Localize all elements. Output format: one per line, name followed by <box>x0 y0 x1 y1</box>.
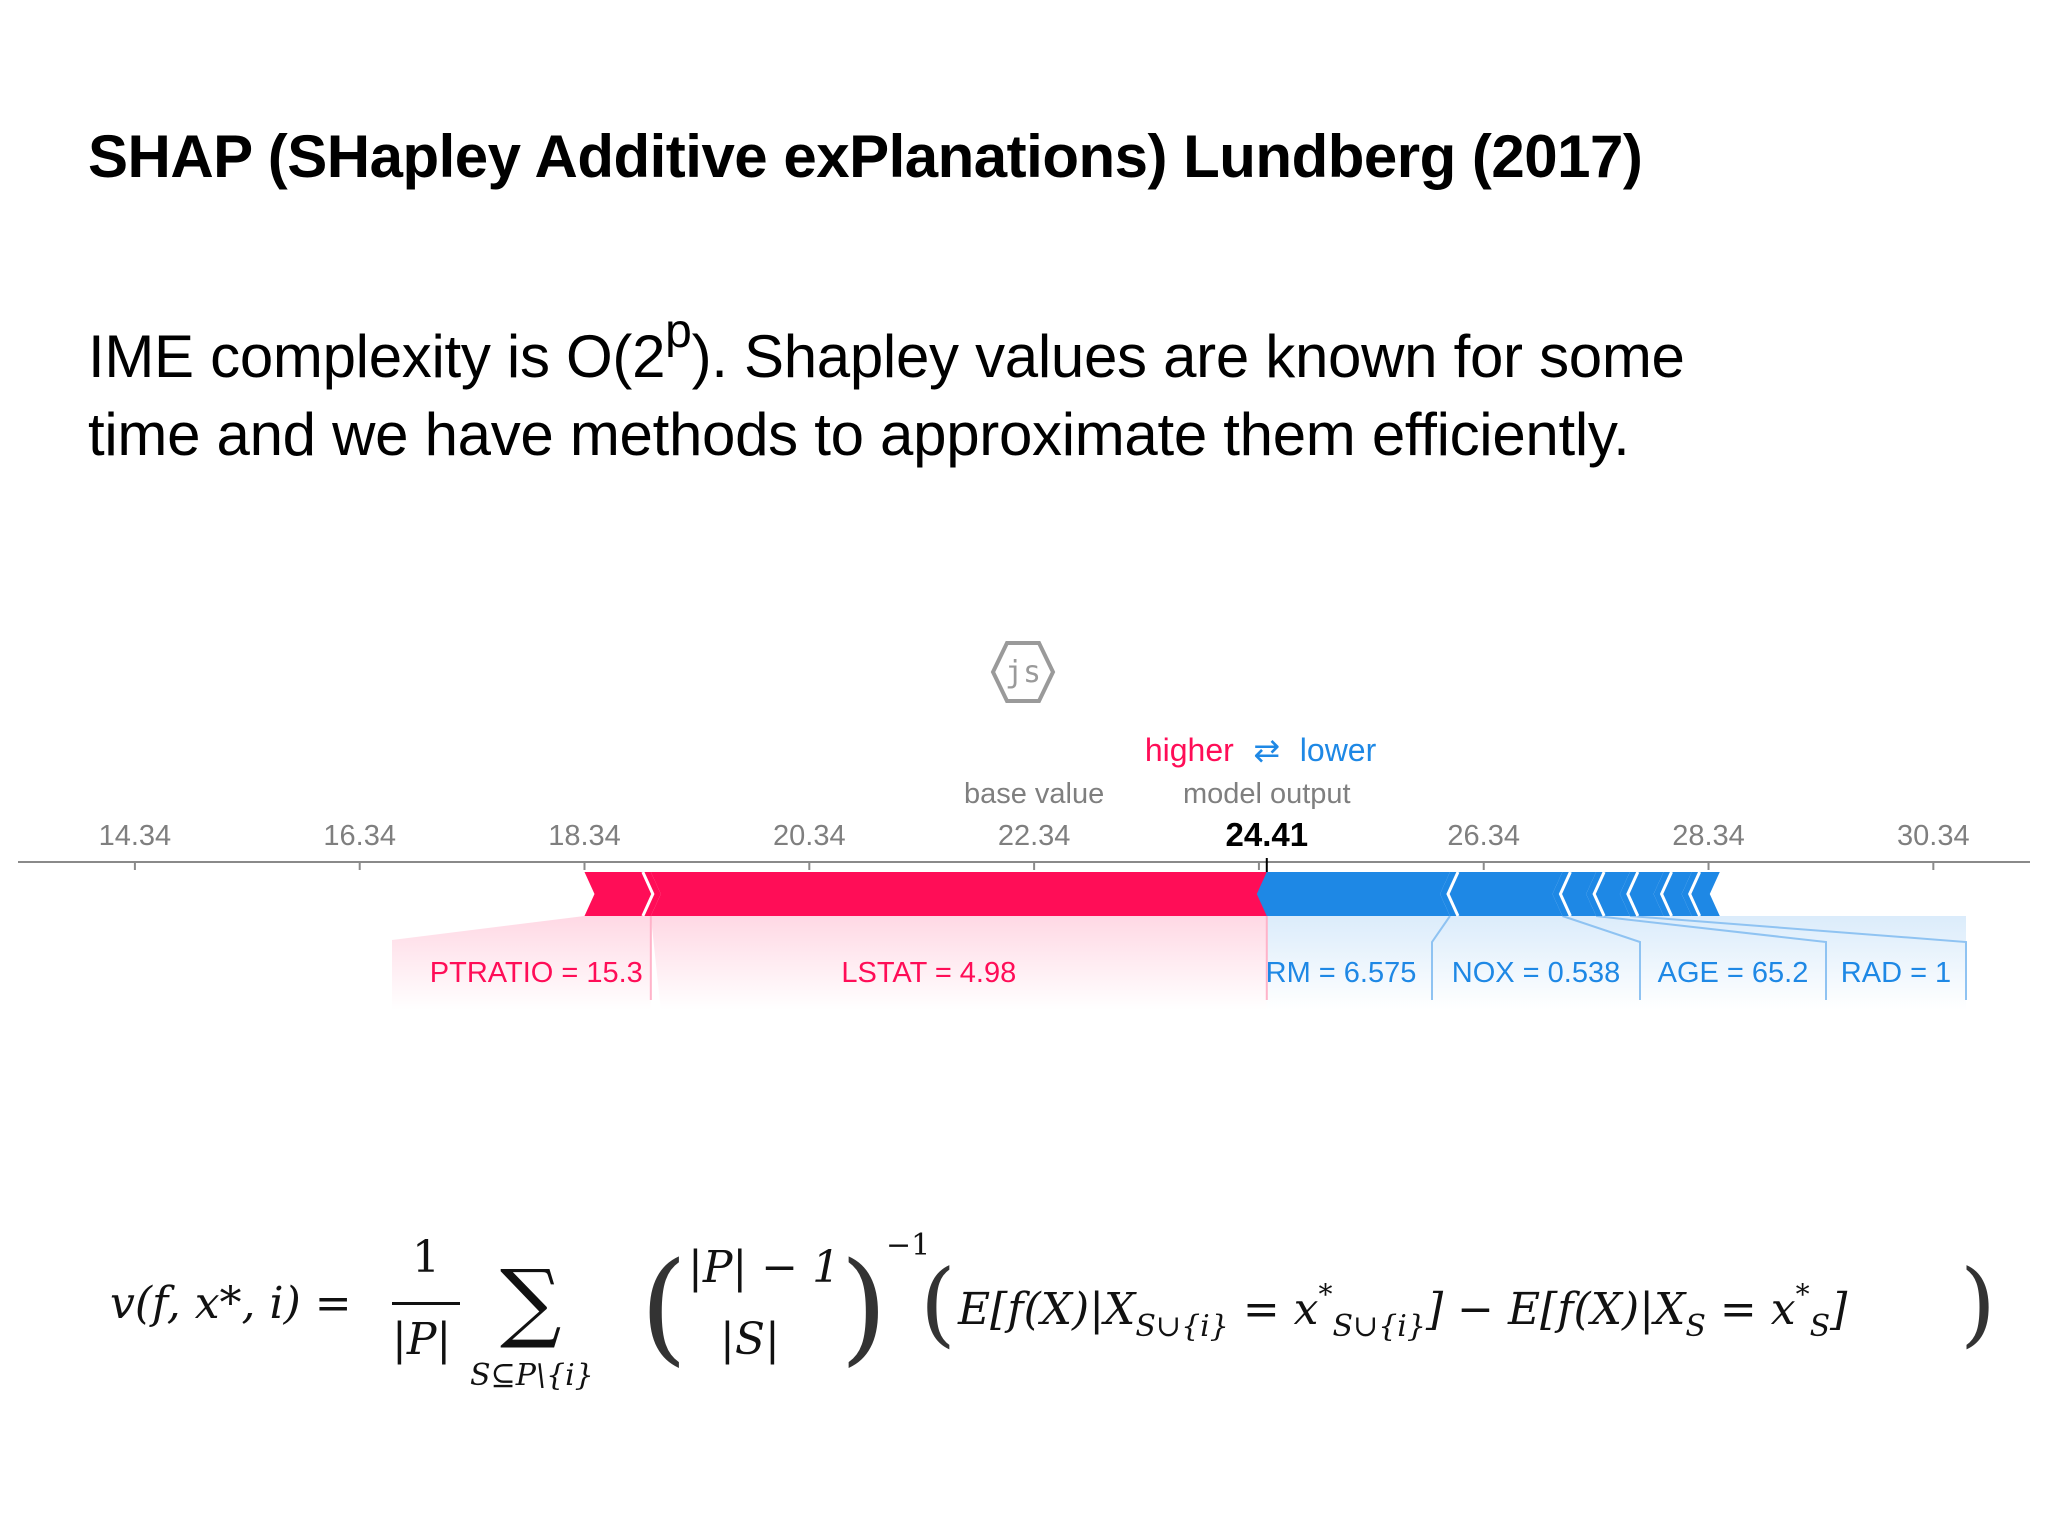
formula-rhs-c: ] − E[f(X)|X <box>1425 1284 1686 1335</box>
label-connector <box>1431 915 1451 1000</box>
base-value-label: base value <box>964 778 1104 810</box>
formula-rhs-d-sup: * <box>1795 1278 1810 1311</box>
formula-binomial-bottom: |S| <box>720 1314 780 1365</box>
negative-label-shade <box>1266 916 1966 1010</box>
negative-segment <box>1619 872 1664 916</box>
formula-rhs-d-sub: S <box>1809 1309 1831 1344</box>
formula-lhs: v(f, x*, i) = <box>110 1278 352 1329</box>
segment-divider <box>641 871 655 917</box>
tick-label: 14.34 <box>99 820 172 852</box>
formula-rhs-e: ] <box>1830 1284 1848 1335</box>
segment-divider <box>1446 871 1460 917</box>
formula-rhs: E[f(X)|XS∪{i} = x*S∪{i}] − E[f(X)|XS = x… <box>958 1278 1847 1344</box>
formula-binomial-left-paren: ( <box>640 1236 688 1378</box>
positive-label-shade <box>392 916 651 1010</box>
formula-rhs-a-sub: S∪{i} <box>1135 1309 1229 1344</box>
body-text-part2: ). Shapley values are known for some <box>691 323 1685 390</box>
body-text-superscript: p <box>665 305 692 358</box>
segment-divider <box>1659 871 1673 917</box>
formula-rhs-b-sub: S∪{i} <box>1332 1309 1426 1344</box>
feature-label-lstat: LSTAT = 4.98 <box>841 957 1016 989</box>
tick-label: 26.34 <box>1447 820 1520 852</box>
positive-label-shade <box>650 916 1267 1010</box>
formula-rhs-c-sub: S <box>1685 1309 1706 1344</box>
negative-segment <box>1653 872 1692 916</box>
negative-segment <box>1586 872 1630 916</box>
segment-divider <box>1592 871 1606 917</box>
lower-label: lower <box>1300 732 1377 768</box>
slide-title: SHAP (SHapley Additive exPlanations) Lun… <box>88 123 1643 190</box>
direction-arrows-icon: ⇄ <box>1253 732 1280 768</box>
formula-binomial-right-paren: ) <box>840 1236 888 1378</box>
feature-label-ptratio: PTRATIO = 15.3 <box>430 957 643 989</box>
feature-label-negative: AGE = 65.2 <box>1658 957 1809 989</box>
negative-segment <box>1440 872 1563 916</box>
shapley-formula: v(f, x*, i) = 1 |P| ∑ S⊆P\{i} ( |P| − 1 … <box>110 1228 1996 1400</box>
tick-label: 30.34 <box>1897 820 1970 852</box>
formula-binomial-top: |P| − 1 <box>688 1242 841 1293</box>
formula-rhs-a: E[f(X)|X <box>958 1284 1136 1335</box>
body-text-part1: IME complexity is O(2 <box>88 323 666 390</box>
js-logo-label: js <box>1005 655 1041 690</box>
feature-label-negative: RM = 6.575 <box>1266 957 1417 989</box>
label-connector <box>1562 915 1641 1000</box>
force-plot: higher ⇄ lower base value model output 14.34… <box>18 732 2030 1010</box>
segment-divider <box>1688 871 1702 917</box>
formula-outer-right-paren: ) <box>1960 1250 1996 1357</box>
negative-segment <box>1681 872 1720 916</box>
tick-label: 22.34 <box>998 820 1071 852</box>
positive-segment <box>584 872 661 916</box>
model-output-label: model output <box>1183 778 1351 810</box>
formula-rhs-b: = x <box>1228 1284 1319 1335</box>
tick-label: 28.34 <box>1672 820 1745 852</box>
formula-fraction-bar <box>392 1302 460 1305</box>
formula-sigma-subscript: S⊆P\{i} <box>470 1358 594 1393</box>
model-output-value: 24.41 <box>1225 816 1308 853</box>
higher-label: higher <box>1145 732 1234 768</box>
body-text-line2: time and we have methods to approximate … <box>88 401 1630 468</box>
formula-sigma: ∑ <box>500 1252 562 1352</box>
formula-binomial-exponent: −1 <box>886 1228 931 1263</box>
tick-label: 18.34 <box>548 820 621 852</box>
formula-rhs-b-sup: * <box>1318 1278 1333 1311</box>
label-connector <box>1596 915 1827 1000</box>
slide-body-text: IME complexity is O(2p). Shapley values … <box>88 308 1685 474</box>
tick-label: 20.34 <box>773 820 846 852</box>
formula-fraction-denominator: |P| <box>392 1314 452 1365</box>
formula-rhs-d: = x <box>1705 1284 1796 1335</box>
positive-segment <box>650 872 1277 916</box>
negative-segment <box>1256 872 1451 916</box>
segment-divider <box>1558 871 1572 917</box>
segment-divider <box>1626 871 1640 917</box>
negative-segment <box>1552 872 1597 916</box>
formula-fraction-numerator: 1 <box>412 1232 440 1283</box>
feature-label-negative: NOX = 0.538 <box>1452 957 1620 989</box>
js-hexagon-icon[interactable]: js <box>990 640 1056 704</box>
formula-outer-left-paren: ( <box>920 1250 956 1357</box>
feature-label-negative: RAD = 1 <box>1841 957 1951 989</box>
tick-label: 16.34 <box>323 820 396 852</box>
label-connector <box>1629 915 1967 1000</box>
